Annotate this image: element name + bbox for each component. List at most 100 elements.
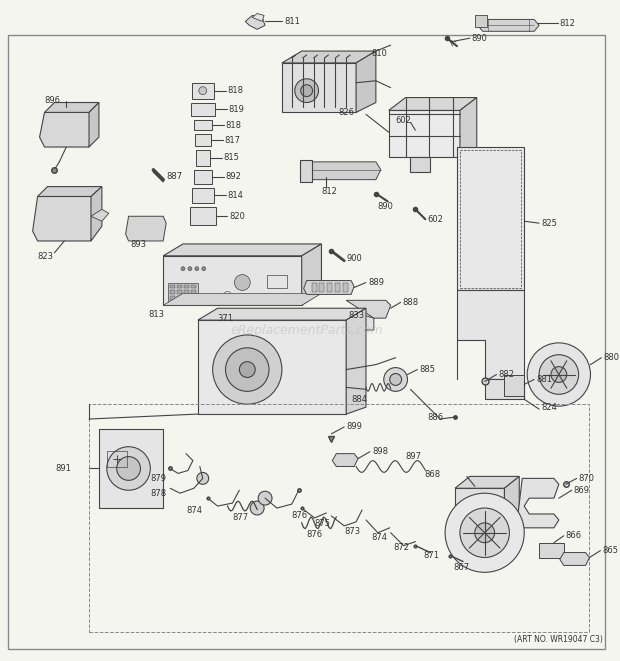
Text: 879: 879 (150, 474, 166, 483)
Text: 887: 887 (166, 173, 182, 181)
Polygon shape (91, 186, 102, 241)
Circle shape (390, 373, 402, 385)
Polygon shape (163, 256, 302, 305)
Bar (475, 15, 487, 27)
Bar (195, 134, 211, 146)
Text: eReplacementParts.com: eReplacementParts.com (230, 324, 383, 337)
Text: 602: 602 (396, 116, 412, 125)
Bar (168, 282, 198, 304)
Polygon shape (343, 309, 374, 330)
Circle shape (202, 266, 206, 270)
Polygon shape (457, 290, 525, 379)
Text: 868: 868 (424, 470, 440, 479)
Text: 825: 825 (541, 219, 557, 227)
Text: 893: 893 (131, 241, 146, 249)
Polygon shape (126, 216, 166, 241)
Circle shape (527, 343, 590, 406)
Text: 814: 814 (228, 191, 244, 200)
Bar (184, 290, 189, 294)
Text: 873: 873 (344, 527, 360, 536)
Bar (194, 170, 211, 184)
Text: (ART NO. WR19047 C3): (ART NO. WR19047 C3) (515, 635, 603, 644)
Polygon shape (282, 51, 376, 63)
Polygon shape (198, 308, 366, 320)
Bar (107, 451, 126, 467)
Circle shape (445, 493, 525, 572)
Text: 812: 812 (321, 187, 337, 196)
Bar (191, 296, 196, 300)
Polygon shape (505, 477, 520, 547)
Text: 882: 882 (498, 370, 515, 379)
Bar (343, 282, 348, 292)
Bar (196, 150, 210, 166)
Bar (170, 290, 175, 294)
Text: 871: 871 (423, 551, 440, 560)
Text: 824: 824 (541, 403, 557, 412)
Bar (177, 284, 182, 288)
Text: 866: 866 (566, 531, 582, 540)
Bar (184, 284, 189, 288)
Text: 876: 876 (307, 530, 323, 539)
Polygon shape (356, 51, 376, 112)
Circle shape (188, 266, 192, 270)
Text: 865: 865 (603, 546, 618, 555)
Text: 877: 877 (232, 514, 249, 522)
Text: 889: 889 (368, 278, 384, 287)
Text: 880: 880 (603, 353, 619, 362)
Polygon shape (332, 453, 358, 467)
Text: 890: 890 (378, 202, 394, 211)
Text: 874: 874 (187, 506, 203, 514)
Polygon shape (302, 244, 321, 305)
Text: 817: 817 (224, 136, 241, 145)
Bar (539, 543, 564, 559)
Text: 886: 886 (427, 412, 443, 422)
Polygon shape (304, 280, 354, 294)
Polygon shape (478, 19, 539, 31)
Text: 891: 891 (55, 464, 71, 473)
Bar (177, 290, 182, 294)
Text: 899: 899 (346, 422, 362, 432)
Bar (191, 102, 215, 116)
Circle shape (239, 362, 255, 377)
Polygon shape (163, 244, 321, 256)
Text: 826: 826 (339, 108, 354, 117)
Text: 820: 820 (229, 212, 246, 221)
Circle shape (384, 368, 407, 391)
Bar (191, 290, 196, 294)
Polygon shape (246, 15, 265, 29)
Text: 815: 815 (224, 153, 239, 163)
Circle shape (258, 491, 272, 505)
Text: 884: 884 (351, 395, 367, 404)
Bar (170, 296, 175, 300)
Polygon shape (89, 102, 99, 147)
Polygon shape (457, 147, 525, 290)
Bar (319, 282, 324, 292)
Text: 881: 881 (536, 375, 552, 384)
Text: 819: 819 (229, 105, 244, 114)
Polygon shape (99, 429, 163, 508)
Bar (460, 150, 521, 288)
Bar (191, 284, 196, 288)
Bar (299, 160, 312, 182)
Text: 892: 892 (226, 173, 241, 181)
Text: 896: 896 (45, 96, 61, 105)
Bar (89, 404, 588, 632)
Text: 890: 890 (472, 34, 488, 43)
Polygon shape (460, 98, 477, 157)
Text: 898: 898 (372, 447, 388, 456)
Polygon shape (560, 553, 590, 565)
Bar (505, 375, 525, 397)
Circle shape (197, 473, 209, 485)
Text: 602: 602 (427, 215, 443, 223)
Text: 818: 818 (228, 86, 244, 95)
Bar (312, 282, 317, 292)
Polygon shape (389, 98, 477, 110)
Circle shape (539, 355, 578, 395)
Text: 810: 810 (371, 48, 387, 58)
Polygon shape (40, 112, 94, 147)
Bar (192, 83, 214, 98)
Text: 867: 867 (453, 563, 469, 572)
Circle shape (551, 367, 567, 383)
Text: 876: 876 (292, 512, 308, 520)
Polygon shape (38, 186, 102, 196)
